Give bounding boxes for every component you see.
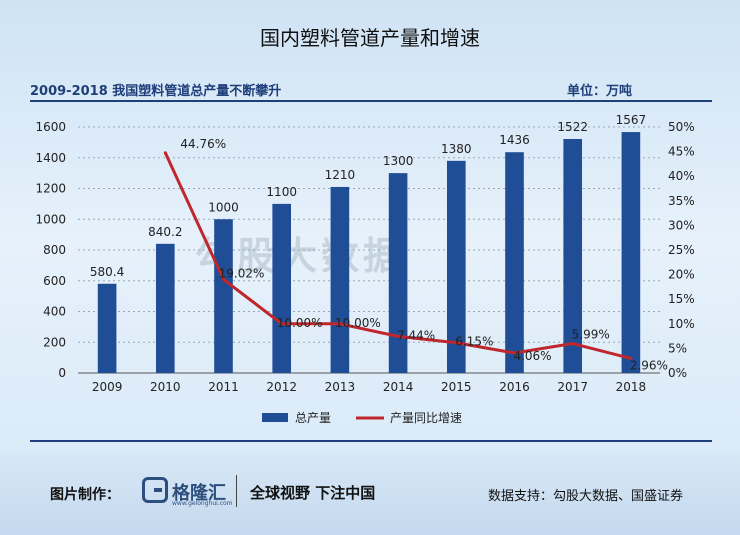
- unit-label: 单位：万吨: [566, 84, 632, 99]
- bottom-rule: [30, 440, 712, 442]
- logo-url: www.gelonghui.com: [172, 500, 233, 507]
- line-data-label: 7.44%: [397, 328, 435, 342]
- x-tick-label: 2011: [208, 380, 239, 394]
- bar: [97, 283, 117, 373]
- bar-data-label: 1210: [325, 168, 356, 182]
- bar: [214, 219, 233, 373]
- footer-made-by: 图片制作：: [50, 487, 120, 503]
- line-data-label: 5.99%: [572, 328, 610, 342]
- footer: 图片制作： 格隆汇 www.gelonghui.com 全球视野 下注中国 数据…: [0, 455, 740, 535]
- gelonghui-logo-icon: [142, 477, 168, 503]
- line-data-label: 6.15%: [455, 335, 493, 349]
- x-tick-label: 2016: [499, 380, 530, 394]
- x-tick-label: 2017: [557, 380, 588, 394]
- y-left-tick-label: 1400: [35, 151, 66, 165]
- line-data-label: 2.96%: [630, 358, 668, 372]
- y-left-tick-label: 0: [58, 366, 66, 380]
- x-tick-label: 2010: [150, 380, 181, 394]
- bar: [330, 186, 350, 373]
- x-tick-label: 2014: [383, 380, 414, 394]
- bar: [388, 173, 408, 373]
- y-right-tick-label: 35%: [668, 194, 695, 208]
- y-left-tick-label: 1200: [35, 182, 66, 196]
- footer-source: 数据支持：勾股大数据、国盛证券: [488, 489, 684, 504]
- y-right-tick-label: 20%: [668, 268, 695, 282]
- x-tick-label: 2009: [92, 380, 123, 394]
- logo-text: 格隆汇: [172, 483, 226, 504]
- bar-data-label: 1380: [441, 142, 472, 156]
- bar: [505, 152, 524, 373]
- line-data-label: 44.76%: [180, 137, 226, 151]
- y-left-tick-label: 200: [43, 335, 66, 349]
- x-tick-label: 2018: [616, 380, 647, 394]
- line-point: [163, 151, 167, 155]
- bar-data-label: 580.4: [90, 265, 124, 279]
- bar-data-label: 1567: [616, 113, 647, 127]
- line-point: [571, 342, 575, 346]
- bar: [155, 243, 175, 373]
- y-right-tick-label: 0%: [668, 366, 687, 380]
- top-rule: [30, 100, 712, 102]
- line-data-label: 10.00%: [277, 316, 323, 330]
- chart-canvas: 0 200 400 600 800 1000 1200 1400 1600 0% 5% 10% 15% 2…: [35, 113, 695, 425]
- bar-data-label: 1100: [266, 185, 297, 199]
- x-tick-label: 2015: [441, 380, 472, 394]
- line-point: [280, 322, 284, 326]
- bar: [563, 138, 583, 373]
- bar: [446, 160, 466, 373]
- x-tick-label: 2013: [325, 380, 356, 394]
- bar-data-label: 1300: [383, 154, 414, 168]
- chart-subtitle: 2009-2018 我国塑料管道总产量不断攀升: [30, 84, 282, 99]
- y-right-tick-label: 30%: [668, 218, 695, 232]
- line-data-label: 10.00%: [335, 316, 381, 330]
- line-point: [338, 322, 342, 326]
- line-point: [629, 356, 633, 360]
- bar-data-label: 1000: [208, 200, 239, 214]
- legend-label-line: 产量同比增速: [390, 411, 462, 425]
- line-point: [454, 341, 458, 345]
- y-right-tick-label: 10%: [668, 317, 695, 331]
- legend-swatch-bar: [262, 413, 288, 422]
- bar: [272, 203, 292, 373]
- y-right-tick-label: 45%: [668, 145, 695, 159]
- line-point: [396, 334, 400, 338]
- x-tick-label: 2012: [266, 380, 297, 394]
- line-point: [222, 277, 225, 281]
- footer-slogan: 全球视野 下注中国: [250, 484, 376, 502]
- chart-title: 国内塑料管道产量和增速: [260, 26, 480, 50]
- y-left-tick-label: 600: [43, 274, 66, 288]
- y-right-tick-label: 15%: [668, 292, 695, 306]
- line-point: [513, 351, 516, 355]
- y-right-tick-label: 40%: [668, 169, 695, 183]
- legend-label-bar: 总产量: [295, 411, 331, 425]
- y-left-tick-label: 400: [43, 305, 66, 319]
- y-right-tick-label: 25%: [668, 243, 695, 257]
- bar: [621, 132, 641, 373]
- bar-data-label: 1436: [499, 133, 530, 147]
- y-right-tick-label: 50%: [668, 120, 695, 134]
- y-left-tick-label: 800: [43, 243, 66, 257]
- y-left-tick-label: 1000: [35, 212, 66, 226]
- bar-data-label: 1522: [557, 120, 588, 134]
- line-data-label: 19.02%: [219, 266, 265, 280]
- line-data-label: 4.06%: [513, 349, 551, 363]
- y-right-tick-label: 5%: [668, 341, 687, 355]
- bar-data-label: 840.2: [148, 225, 182, 239]
- footer-divider: [236, 475, 237, 507]
- y-left-tick-label: 1600: [35, 120, 66, 134]
